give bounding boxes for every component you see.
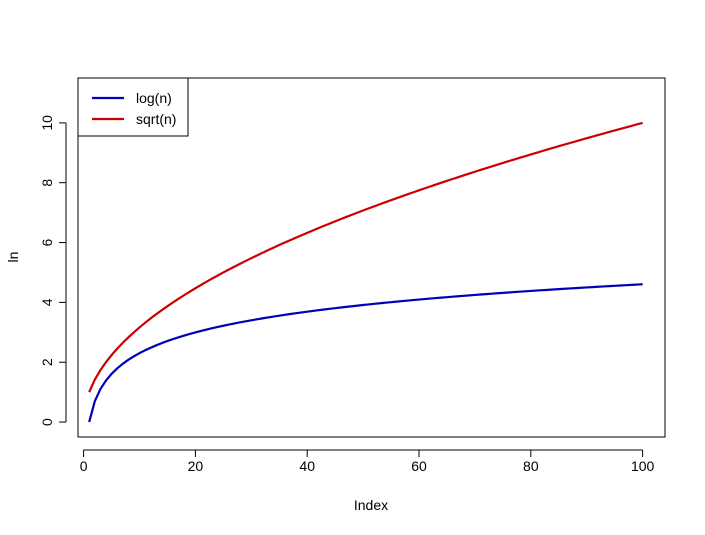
legend-label-log: log(n) <box>136 90 172 106</box>
y-tick-label: 6 <box>39 238 55 246</box>
y-tick-label: 0 <box>39 418 55 426</box>
y-axis: 0 2 4 6 8 10 <box>39 115 67 426</box>
x-tick-label: 20 <box>188 458 204 474</box>
x-tick-label: 60 <box>411 458 427 474</box>
x-axis-label: Index <box>354 497 388 513</box>
y-axis-label: ln <box>5 252 21 263</box>
x-tick-label: 80 <box>523 458 539 474</box>
x-tick-label: 0 <box>80 458 88 474</box>
series-line-log <box>88 283 643 423</box>
y-tick-label: 2 <box>39 358 55 366</box>
legend-label-sqrt: sqrt(n) <box>136 111 176 127</box>
y-tick-label: 4 <box>39 298 55 306</box>
y-tick-label: 10 <box>39 115 55 131</box>
legend-box <box>77 77 189 137</box>
series-layer <box>88 121 643 423</box>
x-tick-label: 100 <box>631 458 655 474</box>
series-line-sqrt <box>88 121 643 393</box>
plot-frame <box>77 77 666 438</box>
x-tick-label: 40 <box>299 458 315 474</box>
legend: log(n) sqrt(n) <box>77 77 189 137</box>
y-tick-label: 8 <box>39 179 55 187</box>
x-axis: 0 20 40 60 80 100 <box>80 449 655 474</box>
